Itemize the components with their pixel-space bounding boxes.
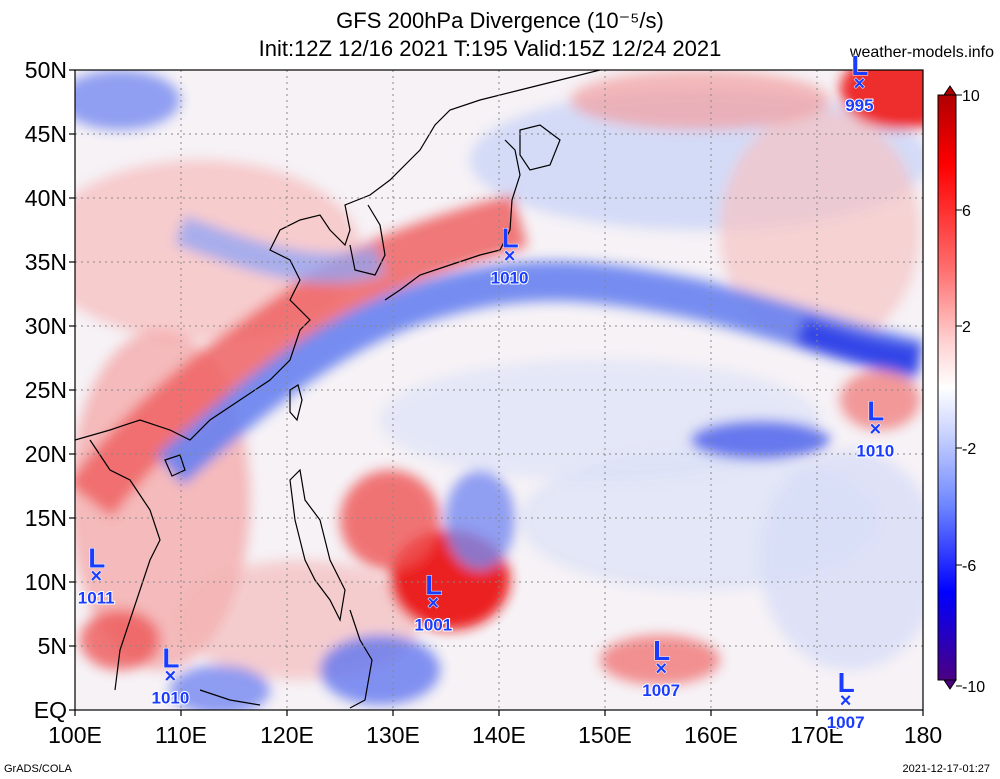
x-tick-label: 130E (366, 722, 420, 748)
low-marker: L×1007 (826, 666, 866, 733)
low-center-x: × (504, 246, 516, 268)
colorbar-label: 6 (962, 203, 971, 220)
low-letter: L (653, 635, 670, 666)
y-axis-ticks: EQ 5N 10N 15N 20N 25N 30N 35N 40N 45N 50N (25, 57, 75, 723)
low-marker: L×1010 (490, 222, 530, 289)
map-title: GFS 200hPa Divergence (10⁻⁵/s) (336, 8, 664, 33)
low-pressure-label: 1007 (827, 713, 865, 732)
low-marker: L×1007 (641, 634, 681, 701)
low-center-x: × (854, 73, 866, 95)
low-center-x: × (90, 566, 102, 588)
low-center-x: × (840, 690, 852, 712)
x-tick-label: 160E (684, 722, 738, 748)
low-center-x: × (655, 658, 667, 680)
low-letter: L (867, 395, 884, 426)
colorbar-label: 2 (962, 319, 971, 336)
colorbar-label: -10 (962, 679, 985, 696)
low-marker: L×1001 (413, 569, 453, 636)
low-pressure-label: 1010 (856, 441, 894, 460)
low-marker: L×1010 (150, 642, 190, 709)
x-tick-label: 180 (904, 722, 942, 748)
low-center-x: × (165, 665, 177, 687)
low-pressure-label: 1010 (491, 269, 529, 288)
colorbar-label: 10 (962, 88, 980, 105)
low-pressure-label: 1001 (414, 615, 452, 634)
low-letter: L (502, 223, 519, 254)
low-center-x: × (427, 592, 439, 614)
coastlines (75, 70, 601, 709)
low-letter: L (425, 569, 442, 600)
low-marker: L×995 (844, 49, 874, 116)
colorbar: 10 6 2 -2 -6 -10 (937, 85, 985, 696)
x-axis-ticks: 100E 110E 120E 130E 140E 150E 160E 170E 180 (48, 710, 942, 748)
y-tick-label: 5N (38, 633, 67, 659)
x-tick-label: 120E (260, 722, 314, 748)
y-tick-label: 30N (25, 313, 67, 339)
y-tick-label: 45N (25, 121, 67, 147)
y-tick-label: EQ (34, 697, 67, 723)
low-letter: L (162, 642, 179, 673)
y-tick-label: 50N (25, 57, 67, 83)
y-tick-label: 20N (25, 441, 67, 467)
x-tick-label: 170E (790, 722, 844, 748)
colorbar-label: -6 (962, 558, 976, 575)
footer-timestamp: 2021-12-17-01:27 (902, 763, 990, 775)
y-tick-label: 10N (25, 569, 67, 595)
colorbar-label: -2 (962, 441, 976, 458)
low-marker: L×1011 (77, 542, 116, 609)
x-tick-label: 110E (155, 722, 207, 748)
y-tick-label: 15N (25, 505, 67, 531)
low-letter: L (88, 543, 105, 574)
site-credit: weather-models.info (849, 44, 994, 61)
low-marker: L×1010 (855, 395, 895, 462)
y-tick-label: 40N (25, 185, 67, 211)
low-pressure-label: 1011 (78, 589, 115, 608)
x-tick-label: 140E (472, 722, 526, 748)
y-tick-label: 35N (25, 249, 67, 275)
x-tick-label: 100E (48, 722, 102, 748)
y-tick-label: 25N (25, 377, 67, 403)
low-letter: L (838, 667, 855, 698)
divergence-field (75, 70, 923, 710)
low-pressure-label: 1007 (642, 681, 680, 700)
lat-lon-grid (75, 70, 923, 710)
footer-credit: GrADS/COLA (4, 763, 72, 775)
low-letter: L (851, 50, 868, 81)
low-pressure-label: 1010 (151, 688, 189, 707)
map-subtitle: Init:12Z 12/16 2021 T:195 Valid:15Z 12/2… (258, 36, 722, 61)
low-pressure-label: 995 (845, 96, 873, 115)
low-center-x: × (869, 418, 881, 440)
x-tick-label: 150E (578, 722, 632, 748)
